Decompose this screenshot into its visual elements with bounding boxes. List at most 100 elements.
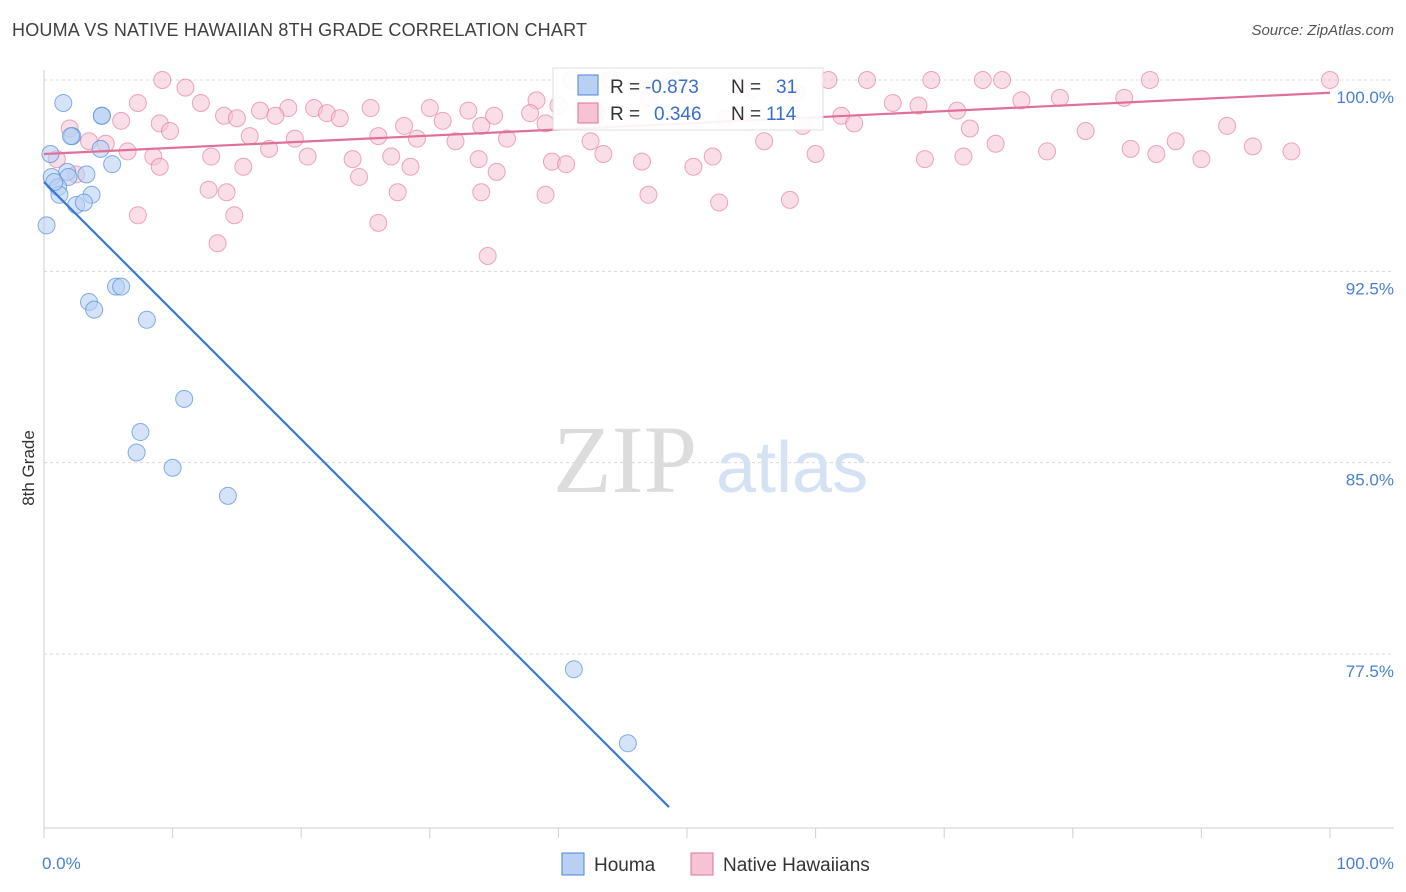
native-hawaiians-point bbox=[883, 93, 902, 112]
native-hawaiians-point bbox=[153, 71, 172, 89]
legend-houma-r-label: R = bbox=[610, 77, 640, 98]
native-hawaiians-point bbox=[260, 139, 279, 158]
native-hawaiians-point bbox=[845, 114, 864, 133]
houma-point bbox=[92, 106, 111, 125]
native-hawaiians-point bbox=[1050, 88, 1069, 107]
native-hawaiians-point bbox=[487, 162, 506, 181]
axes bbox=[43, 70, 1394, 838]
native-hawaiians-point bbox=[858, 71, 877, 89]
native-hawaiians-point bbox=[478, 247, 497, 266]
native-hawaiians-point bbox=[191, 93, 210, 112]
native-hawaiians-point bbox=[388, 183, 407, 202]
houma-point bbox=[45, 173, 64, 192]
native-hawaiians-point bbox=[459, 101, 478, 120]
native-hawaiians-point bbox=[225, 206, 244, 225]
native-hawaiians-point bbox=[266, 106, 285, 125]
houma-point bbox=[175, 389, 194, 408]
native-hawaiians-point bbox=[420, 99, 439, 118]
native-hawaiians-point bbox=[472, 183, 491, 202]
bottom-legend-native: Native Hawaiians bbox=[723, 855, 870, 876]
native-hawaiians-point bbox=[446, 132, 465, 151]
native-hawaiians-point bbox=[330, 109, 349, 128]
houma-point bbox=[103, 155, 122, 174]
native-hawaiians-point bbox=[382, 147, 401, 166]
x-tick-label-end: 100.0% bbox=[1336, 854, 1394, 873]
houma-point bbox=[564, 660, 583, 679]
native-hawaiians-point bbox=[780, 190, 799, 209]
legend-houma-swatch bbox=[577, 74, 599, 96]
native-hawaiians-point bbox=[1192, 150, 1211, 169]
native-hawaiians-point bbox=[1243, 137, 1262, 156]
x-tick-label-start: 0.0% bbox=[42, 854, 81, 873]
native-hawaiians-point bbox=[395, 116, 414, 135]
houma-point bbox=[127, 443, 146, 462]
houma-point bbox=[54, 93, 73, 112]
native-hawaiians-point bbox=[703, 147, 722, 166]
native-hawaiians-point bbox=[1038, 142, 1057, 161]
native-hawaiians-point bbox=[227, 109, 246, 128]
native-hawaiians-point bbox=[150, 157, 169, 176]
legend-houma-n-label: N = bbox=[731, 77, 761, 98]
native-hawaiians-point bbox=[1282, 142, 1301, 161]
bottom-legend-houma-swatch bbox=[561, 852, 585, 876]
y-axis-title: 8th Grade bbox=[19, 430, 38, 506]
houma-point bbox=[37, 216, 56, 235]
native-hawaiians-point bbox=[176, 78, 195, 97]
native-hawaiians-point bbox=[128, 93, 147, 112]
native-hawaiians-point bbox=[128, 206, 147, 225]
native-hawaiians-point bbox=[343, 150, 362, 169]
chart-title: HOUMA VS NATIVE HAWAIIAN 8TH GRADE CORRE… bbox=[12, 20, 588, 40]
native-hawaiians-point bbox=[986, 134, 1005, 153]
bottom-legend-native-swatch bbox=[690, 852, 714, 876]
houma-point bbox=[112, 277, 131, 296]
legend-box: R = -0.873 N = 31 R = 0.346 N = 114 bbox=[552, 67, 824, 131]
watermark-zip: ZIP bbox=[553, 406, 697, 513]
legend-houma-n-value: 31 bbox=[776, 77, 797, 98]
source-credit: Source: ZipAtlas.com bbox=[1251, 22, 1394, 39]
houma-point bbox=[618, 734, 637, 753]
native-hawaiians-point bbox=[369, 213, 388, 232]
native-hawaiians-point bbox=[199, 180, 218, 199]
native-hawaiians-point bbox=[161, 122, 180, 141]
native-hawaiians-point bbox=[536, 185, 555, 204]
houma-point bbox=[74, 193, 93, 212]
native-hawaiians-point bbox=[472, 116, 491, 135]
native-hawaiians-point bbox=[208, 234, 227, 253]
houma-trend-line bbox=[43, 181, 670, 808]
native-hawaiians-point bbox=[217, 183, 236, 202]
legend-houma-r-value: -0.873 bbox=[645, 77, 699, 98]
legend-native-r-value: 0.346 bbox=[654, 104, 702, 125]
native-hawaiians-point bbox=[118, 142, 137, 161]
native-hawaiians-point bbox=[407, 129, 426, 148]
houma-point bbox=[137, 310, 156, 329]
watermark: ZIP atlas bbox=[553, 406, 868, 513]
native-hawaiians-point bbox=[433, 111, 452, 130]
native-hawaiians-point bbox=[240, 127, 259, 146]
native-hawaiians-point bbox=[112, 111, 131, 130]
native-hawaiians-point bbox=[401, 157, 420, 176]
y-tick-label-2: 85.0% bbox=[1346, 471, 1394, 490]
native-hawaiians-point bbox=[806, 144, 825, 163]
houma-point bbox=[62, 127, 81, 146]
native-hawaiians-point bbox=[251, 101, 270, 120]
native-hawaiians-point bbox=[684, 157, 703, 176]
native-hawaiians-point bbox=[755, 132, 774, 151]
native-hawaiians-point bbox=[202, 147, 221, 166]
native-hawaiians-point bbox=[915, 150, 934, 169]
native-hawaiians-point bbox=[1218, 116, 1237, 135]
y-tick-label-1: 92.5% bbox=[1346, 279, 1394, 298]
y-tick-label-0: 100.0% bbox=[1336, 88, 1394, 107]
legend-native-n-label: N = bbox=[731, 104, 761, 125]
native-hawaiians-point bbox=[1147, 144, 1166, 163]
houma-point bbox=[91, 139, 110, 158]
native-hawaiians-point bbox=[710, 193, 729, 212]
native-hawaiians-point bbox=[993, 71, 1012, 89]
bottom-legend-houma: Houma bbox=[594, 855, 656, 876]
native-hawaiians-point bbox=[973, 71, 992, 89]
native-hawaiians-point bbox=[632, 152, 651, 171]
native-hawaiians-point bbox=[1321, 71, 1339, 89]
native-hawaiians-point bbox=[909, 96, 928, 115]
y-tick-label-3: 77.5% bbox=[1346, 662, 1394, 681]
houma-point bbox=[163, 458, 182, 477]
